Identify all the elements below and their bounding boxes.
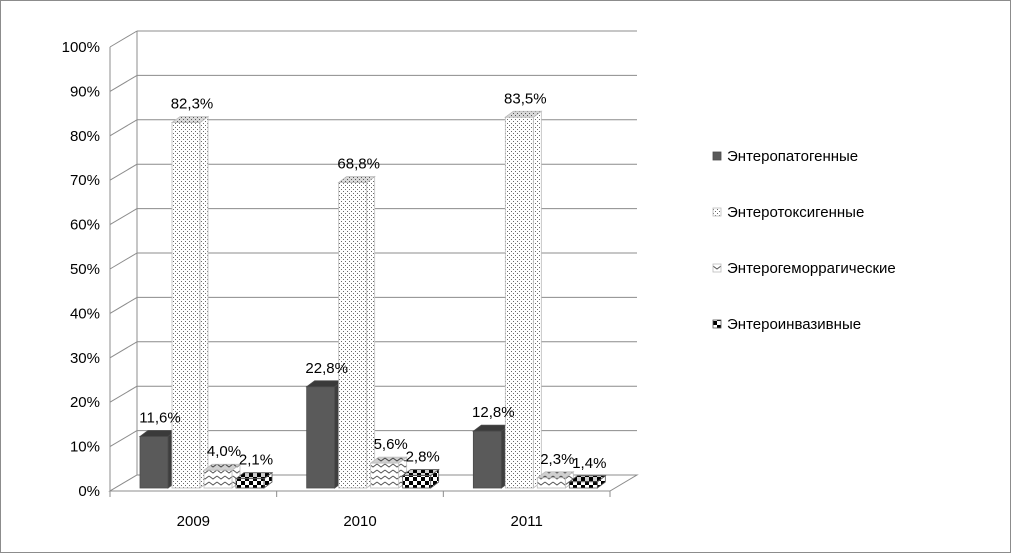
y-tick-label: 70% [70, 172, 100, 189]
bar-front [536, 477, 566, 489]
data-label: 2,8% [406, 449, 440, 466]
y-tick-label: 20% [70, 394, 100, 411]
legend-item: Энтеропатогенные [712, 148, 858, 165]
bar [536, 470, 575, 489]
bar [170, 115, 210, 489]
bar [568, 474, 607, 489]
data-label: 4,0% [207, 443, 241, 460]
legend-item: Энтерогеморрагические [712, 260, 896, 277]
data-label: 2,1% [239, 452, 273, 469]
gridline-side [109, 119, 138, 137]
data-label: 22,8% [305, 360, 348, 377]
gridline-side [109, 430, 138, 448]
y-tick-label: 40% [70, 305, 100, 322]
bar [401, 468, 440, 489]
y-tick-label: 0% [78, 483, 100, 500]
legend-label: Энтеротоксигенные [727, 204, 864, 221]
bar-front [568, 481, 598, 489]
data-label: 12,8% [472, 404, 515, 421]
data-label: 5,6% [374, 436, 408, 453]
y-tick-label: 10% [70, 439, 100, 456]
data-label: 68,8% [337, 156, 380, 173]
y-tick-label: 80% [70, 128, 100, 145]
legend: Энтеропатогенные Энтеротоксигенные Энтерог… [712, 148, 896, 333]
gridline-side [109, 74, 138, 92]
bar-front [472, 430, 502, 489]
bar-front [203, 469, 233, 489]
x-tick-label: 2011 [511, 513, 543, 530]
data-label: 11,6% [139, 409, 180, 426]
x-tick-label: 2010 [343, 513, 376, 530]
gridline-side [109, 296, 138, 314]
bars-layer [138, 110, 607, 489]
gridline-side [109, 208, 138, 226]
grid-layer [109, 30, 637, 492]
legend-swatch [712, 207, 722, 217]
bar-front [370, 462, 400, 489]
y-tick-label: 50% [70, 261, 100, 278]
bar-front [235, 478, 265, 489]
y-tick-label: 60% [70, 217, 100, 234]
legend-item: Энтероинвазивные [712, 316, 861, 333]
bar [369, 456, 408, 489]
bar-front [171, 122, 201, 489]
bar [202, 463, 242, 489]
bar [337, 175, 376, 489]
legend-swatch [712, 319, 722, 329]
gridline-side [109, 252, 138, 270]
data-labels-layer: 11,6% 82,3% 4,0%2,1% 22,8% 68,8% 5,6%2,8% 12,8… [139, 90, 606, 472]
legend-swatch [712, 151, 722, 161]
bar [138, 429, 178, 489]
legend-label: Энтероинвазивные [727, 316, 861, 333]
legend-swatch [712, 263, 722, 273]
y-tick-label: 90% [70, 83, 100, 100]
y-tick-label: 30% [70, 350, 100, 367]
bar-side [199, 115, 209, 489]
bar-front [306, 386, 336, 489]
x-tick-label: 2009 [177, 513, 210, 530]
legend-item: Энтеротоксигенные [712, 204, 864, 221]
y-tick-label: 100% [62, 39, 100, 56]
gridline-side [109, 341, 138, 359]
bar-front [504, 116, 534, 489]
bar [305, 379, 344, 489]
bar [234, 471, 274, 489]
bar-front [402, 475, 432, 489]
legend-label: Энтеропатогенные [727, 148, 858, 165]
data-label: 2,3% [540, 451, 574, 468]
bar-side [532, 110, 542, 489]
data-label: 1,4% [572, 455, 606, 472]
bar [504, 110, 543, 489]
gridline-side [109, 385, 138, 403]
bar-front [139, 436, 169, 489]
data-label: 82,3% [171, 96, 214, 113]
gridline-side [109, 30, 138, 48]
data-label: 83,5% [504, 90, 547, 107]
bar [472, 424, 511, 489]
gridline-side [109, 163, 138, 181]
legend-label: Энтерогеморрагические [727, 260, 896, 277]
bar-front [338, 182, 368, 489]
